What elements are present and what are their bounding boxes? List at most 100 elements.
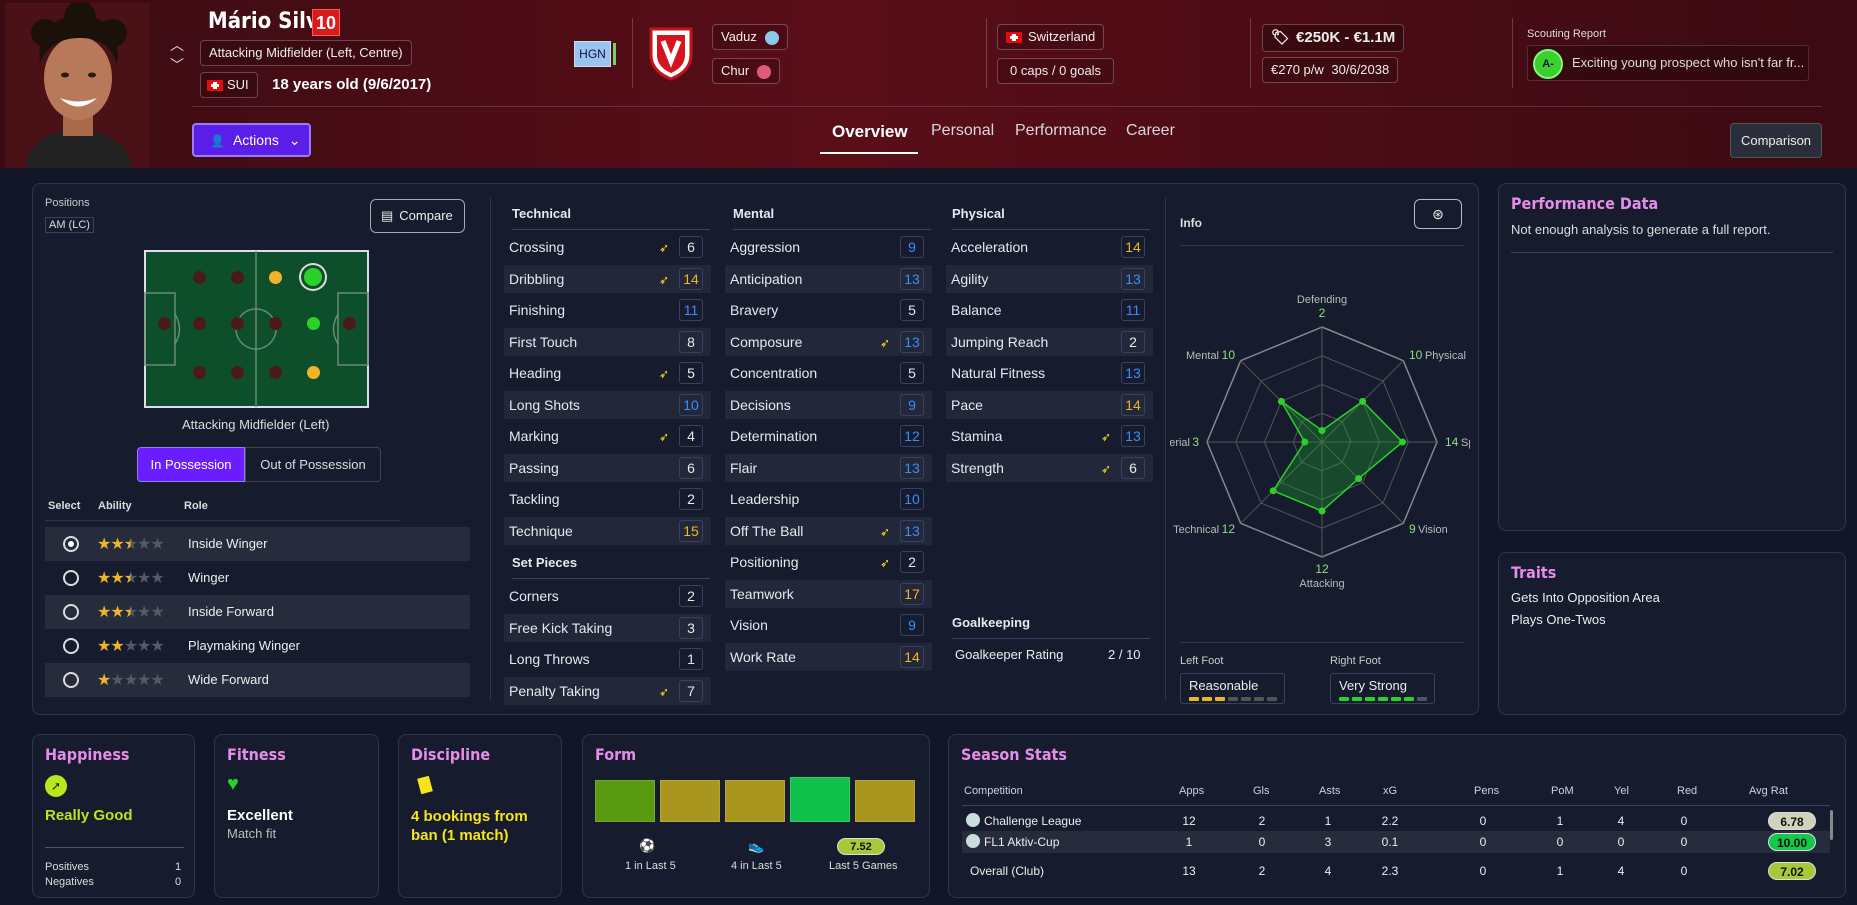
position-dot[interactable] <box>342 316 356 330</box>
role-select-radio[interactable] <box>63 536 79 552</box>
left-foot-label: Left Foot <box>1180 655 1224 667</box>
tab-performance[interactable]: Performance <box>1015 122 1107 139</box>
attribute-row: Penalty Taking ➶ 7 <box>504 676 711 705</box>
goals-last-5: 1 in Last 5 <box>625 860 676 872</box>
heart-pulse-icon: ♥ <box>227 773 239 795</box>
role-row[interactable]: ★★★★★ Wide Forward <box>45 663 470 697</box>
competition-name: FL1 Aktiv-Cup <box>984 835 1060 849</box>
goalkeeper-rating-label: Goalkeeper Rating <box>955 647 1064 662</box>
radar-settings-button[interactable]: ⊛ <box>1414 199 1462 229</box>
loan-club[interactable]: Chur <box>712 58 780 84</box>
role-ability-stars: ★★★★★ <box>97 534 165 554</box>
traits-title: Traits <box>1511 563 1557 582</box>
form-bar[interactable] <box>595 780 655 822</box>
position-dot[interactable] <box>192 270 206 284</box>
transfer-value[interactable]: 🏷 €250K - €1.1M <box>1262 24 1405 52</box>
form-bar[interactable] <box>855 780 915 822</box>
attribute-name: Long Shots <box>509 396 580 413</box>
position-code: AM (LC) <box>45 217 94 233</box>
position-dot[interactable] <box>192 365 206 379</box>
attribute-row: Acceleration 14 <box>946 233 1153 261</box>
comparison-button[interactable]: Comparison <box>1730 123 1822 158</box>
attribute-name: Free Kick Taking <box>509 619 613 636</box>
position-dot[interactable] <box>268 270 282 284</box>
position-dot[interactable] <box>268 365 282 379</box>
form-bar[interactable] <box>660 780 720 822</box>
position-dot[interactable] <box>268 316 282 330</box>
position-dot[interactable] <box>306 316 320 330</box>
star-icon: ★ <box>110 638 124 655</box>
role-row[interactable]: ★★★★★ Inside Forward <box>45 595 470 629</box>
position-dot[interactable] <box>304 268 322 286</box>
role-select-radio[interactable] <box>63 570 79 586</box>
season-stats-row[interactable]: FL1 Aktiv-Cup 1 0 3 0.1 0 0 0 0 10.00 <box>962 831 1830 853</box>
attribute-row: Finishing 11 <box>504 296 711 324</box>
position-dot[interactable] <box>230 316 244 330</box>
season-stats-scrollbar[interactable] <box>1830 810 1833 840</box>
role-select-radio[interactable] <box>63 638 79 654</box>
actions-button[interactable]: 👤 Actions ⌄ <box>192 123 311 157</box>
attribute-row: Technique 15 <box>504 516 711 545</box>
club-crest-icon[interactable] <box>647 25 695 81</box>
avg-rating-badge: 6.78 <box>1768 812 1816 830</box>
position-dot[interactable] <box>192 316 206 330</box>
trending-up-arrow-icon: ➶ <box>1100 430 1111 444</box>
col-avg-rating: Avg Rat <box>1749 785 1788 797</box>
in-possession-button[interactable]: In Possession <box>137 447 245 482</box>
stat-gls: 0 <box>1258 835 1266 849</box>
attribute-radar-chart: Defending2Physical10Speed14Vision9Attack… <box>1170 294 1470 590</box>
role-name: Winger <box>188 570 230 585</box>
next-player-chevron-icon[interactable]: ﹀ <box>170 57 184 73</box>
form-bar[interactable] <box>790 777 850 822</box>
right-foot-label: Right Foot <box>1330 655 1381 667</box>
performance-data-text: Not enough analysis to generate a full r… <box>1511 222 1771 237</box>
position-dot[interactable] <box>306 365 320 379</box>
role-row[interactable]: ★★★★★ Playmaking Winger <box>45 629 470 663</box>
negatives-label: Negatives <box>45 876 94 888</box>
nation-badge[interactable]: Switzerland <box>997 24 1105 50</box>
out-of-possession-button[interactable]: Out of Possession <box>245 447 381 482</box>
attribute-name: Crossing <box>509 239 565 255</box>
position-dot[interactable] <box>157 316 171 330</box>
attribute-value: 5 <box>679 362 703 384</box>
radar-point <box>1277 397 1285 405</box>
form-bar[interactable] <box>725 780 785 822</box>
radar-axis-value: 12 <box>1222 522 1236 536</box>
loan-club-text: Chur <box>721 63 750 78</box>
discipline-card: Discipline 4 bookings from ban (1 match) <box>398 734 562 898</box>
position-dot[interactable] <box>230 365 244 379</box>
competition-logo-icon <box>966 834 980 848</box>
radar-point <box>1318 507 1326 515</box>
club-name[interactable]: Vaduz <box>712 24 788 50</box>
role-name: Inside Forward <box>188 604 274 619</box>
star-icon: ★ <box>123 536 138 553</box>
boot-icon: 👟 <box>748 838 765 853</box>
attribute-value: 17 <box>900 582 924 605</box>
role-row[interactable]: ★★★★★ Winger <box>45 561 470 595</box>
season-stats-row[interactable]: Challenge League 12 2 1 2.2 0 1 4 0 6.78 <box>962 810 1830 832</box>
season-stats-row[interactable]: Overall (Club) 13 2 4 2.3 0 1 4 0 7.02 <box>962 860 1830 882</box>
attribute-value: 5 <box>900 299 924 321</box>
position-dot[interactable] <box>230 270 244 284</box>
prev-player-chevron-icon[interactable]: ︿ <box>170 37 184 53</box>
football-icon: ⚽ <box>639 838 656 853</box>
tab-career[interactable]: Career <box>1126 122 1175 139</box>
pitch-position-dots <box>144 250 369 408</box>
tab-personal[interactable]: Personal <box>931 122 995 139</box>
role-row[interactable]: ★★★★★ Inside Winger <box>45 527 470 561</box>
happiness-compass-icon: ➚ <box>45 775 67 797</box>
tab-overview[interactable]: Overview <box>832 122 908 141</box>
role-select-radio[interactable] <box>63 672 79 688</box>
attribute-row: Dribbling ➶ 14 <box>504 264 711 293</box>
compare-button[interactable]: ▤ Compare <box>370 199 465 233</box>
scouting-report[interactable]: A- Exciting young prospect who isn't far… <box>1527 45 1809 81</box>
trending-up-arrow-icon: ➶ <box>879 335 890 350</box>
role-name: Inside Winger <box>188 536 268 551</box>
role-select-radio[interactable] <box>63 604 79 620</box>
divider <box>986 18 987 88</box>
star-icon: ★ <box>137 638 151 655</box>
star-icon: ★ <box>123 570 138 587</box>
attribute-row: Leadership 10 <box>725 485 932 513</box>
player-portrait <box>5 3 150 168</box>
season-stats-title: Season Stats <box>961 745 1067 764</box>
